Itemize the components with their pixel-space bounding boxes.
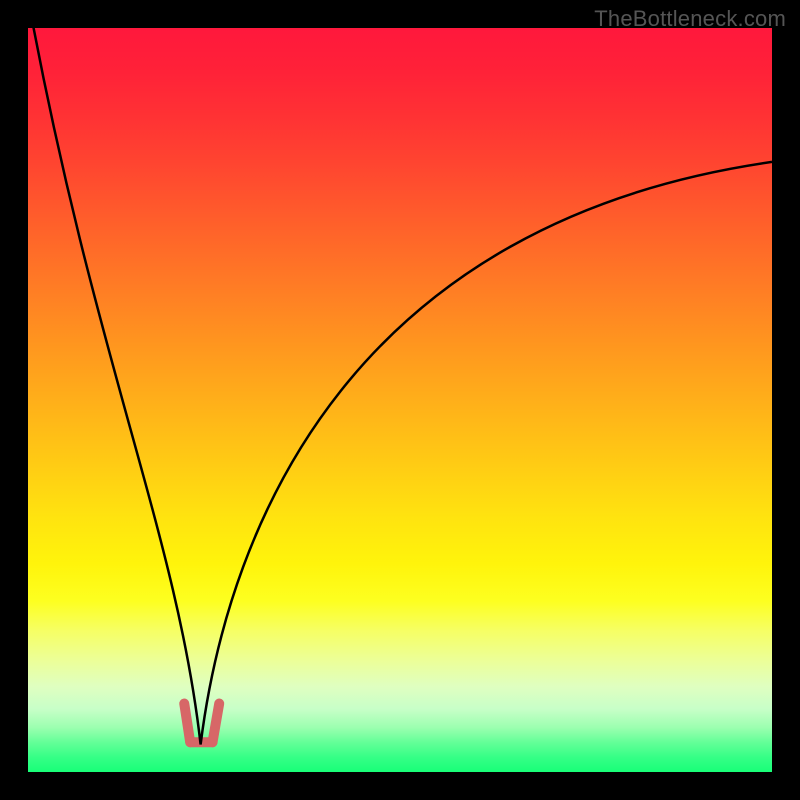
wall-segment [184,704,190,743]
wall-segment [213,704,220,743]
curve-layer [28,28,772,772]
bottleneck-curve [28,28,772,744]
watermark-text: TheBottleneck.com [594,6,786,32]
plot-area [28,28,772,772]
